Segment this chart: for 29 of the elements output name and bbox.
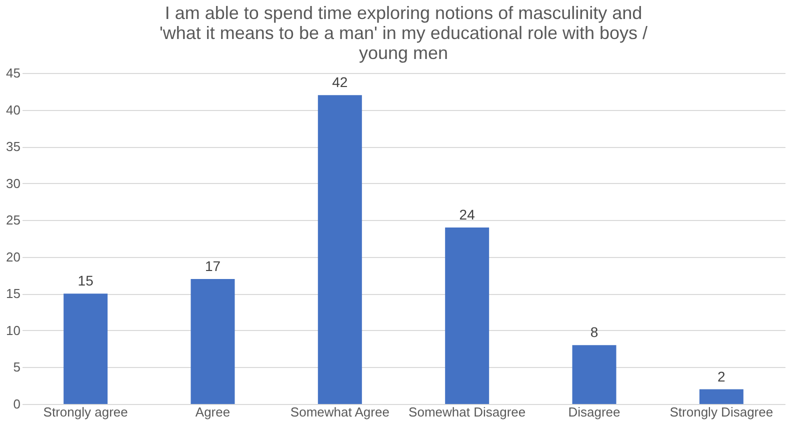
data-label: 17 <box>204 258 221 274</box>
data-label: 8 <box>590 324 598 340</box>
bar <box>572 345 616 404</box>
x-tick-label: Somewhat Disagree <box>408 404 526 420</box>
data-label: 42 <box>332 74 348 90</box>
y-tick-label: 30 <box>6 176 20 191</box>
x-tick-label: Agree <box>195 404 230 420</box>
chart-title: I am able to spend time exploring notions of masculinity and 'what it means to be a man' in my educational role with boys / young men <box>159 3 648 63</box>
y-tick-label: 45 <box>6 66 20 80</box>
y-tick-label: 40 <box>6 102 20 118</box>
y-tick-label: 0 <box>13 396 20 412</box>
y-tick-label: 20 <box>6 249 20 264</box>
y-tick-label: 5 <box>13 360 20 375</box>
y-tick-label: 35 <box>6 139 20 154</box>
bar <box>445 227 490 404</box>
bar <box>699 389 744 404</box>
x-tick-label: Strongly Disagree <box>670 404 774 420</box>
bar <box>64 294 108 404</box>
bar <box>318 95 362 404</box>
bar <box>190 278 235 404</box>
data-label: 15 <box>78 272 94 289</box>
y-tick-label: 10 <box>6 322 20 338</box>
data-label: 2 <box>718 368 726 384</box>
data-label: 24 <box>459 206 476 222</box>
y-tick-label: 15 <box>6 286 20 302</box>
y-tick-label: 25 <box>6 212 20 228</box>
x-tick-label: Strongly agree <box>43 404 128 420</box>
x-tick-label: Somewhat Agree <box>290 404 390 420</box>
x-tick-label: Disagree <box>568 404 620 420</box>
